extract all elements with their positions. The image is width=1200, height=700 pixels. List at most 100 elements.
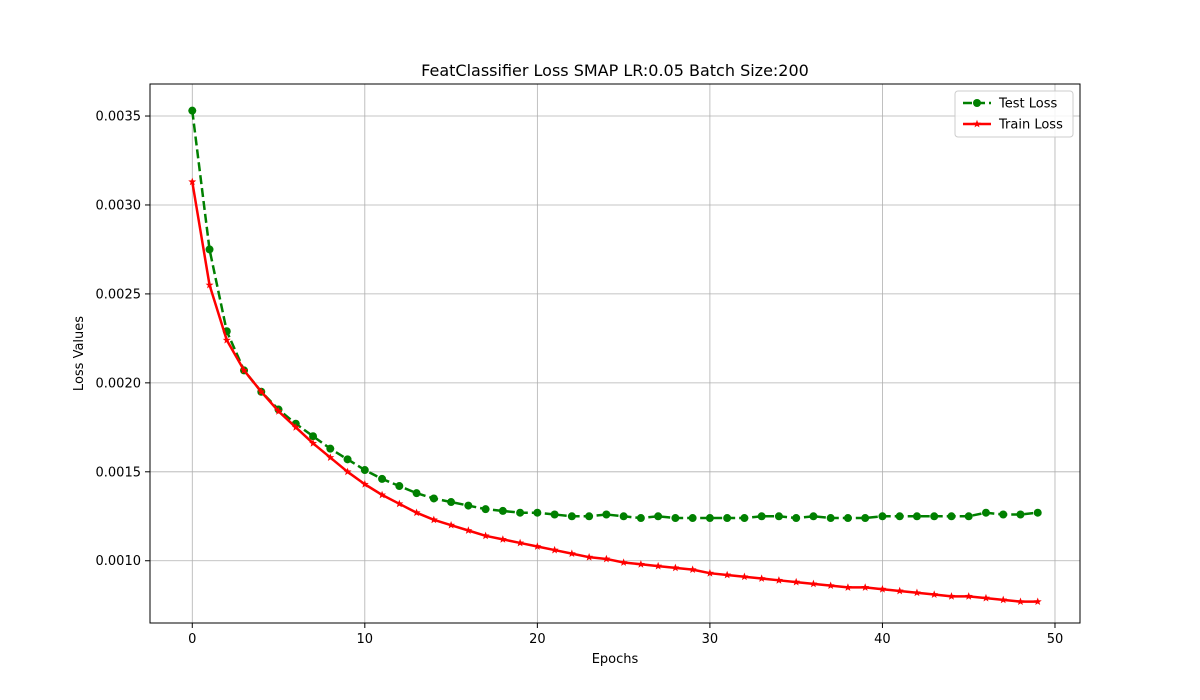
data-point-test-loss [429, 494, 438, 503]
data-point-train-loss [222, 335, 231, 344]
data-point-train-loss [550, 545, 559, 554]
data-point-train-loss [981, 593, 990, 602]
y-axis-label: Loss Values [72, 316, 87, 391]
data-point-train-loss [205, 280, 214, 289]
data-point-test-loss [516, 508, 525, 517]
y-tick-label: 0.0025 [96, 287, 142, 302]
data-point-train-loss [516, 538, 525, 547]
x-tick-label: 20 [529, 632, 546, 647]
data-point-train-loss [602, 554, 611, 563]
data-point-test-loss [550, 510, 559, 519]
data-point-train-loss [429, 515, 438, 524]
axis-ticks: 0 10 20 30 40 50 0.0010 0.0015 0.0020 0.0025 0.003… [96, 110, 1064, 647]
data-point-test-loss [757, 512, 766, 521]
data-point-train-loss [378, 490, 387, 499]
data-point-test-loss [792, 514, 801, 523]
data-point-test-loss [1033, 508, 1042, 517]
data-point-test-loss [740, 514, 749, 523]
data-point-test-loss [343, 455, 352, 464]
data-point-train-loss [447, 520, 456, 529]
data-point-test-loss [395, 482, 404, 491]
data-point-train-loss [964, 592, 973, 600]
data-point-train-loss [360, 480, 369, 488]
data-point-test-loss [809, 512, 818, 521]
data-point-train-loss [792, 577, 801, 586]
data-point-train-loss [585, 552, 594, 561]
series-layer [188, 106, 1042, 606]
data-point-train-loss [343, 467, 352, 476]
chart-title: FeatClassifier Loss SMAP LR:0.05 Batch S… [421, 61, 809, 80]
grid [150, 84, 1080, 623]
data-point-test-loss [567, 512, 576, 521]
data-point-train-loss [567, 549, 576, 558]
data-point-test-loss [602, 510, 611, 519]
data-point-train-loss [291, 423, 300, 431]
y-tick-label: 0.0010 [96, 554, 142, 569]
data-point-train-loss [309, 439, 318, 447]
data-point-test-loss [705, 514, 714, 523]
data-point-train-loss [481, 531, 490, 540]
data-point-train-loss [843, 583, 852, 591]
data-point-test-loss [895, 512, 904, 521]
data-point-test-loss [930, 512, 939, 521]
data-point-train-loss [671, 563, 680, 572]
data-point-test-loss [654, 512, 663, 521]
data-point-train-loss [636, 560, 645, 568]
data-point-test-loss [447, 498, 456, 507]
data-point-train-loss [895, 586, 904, 595]
data-point-train-loss [533, 542, 542, 550]
x-tick-label: 50 [1047, 632, 1064, 647]
data-point-test-loss [205, 245, 214, 254]
data-point-train-loss [757, 574, 766, 582]
data-point-test-loss [999, 510, 1008, 519]
data-point-test-loss [464, 501, 473, 510]
data-point-test-loss [188, 106, 197, 115]
data-point-train-loss [826, 581, 835, 590]
data-point-train-loss [274, 407, 283, 415]
x-axis-label: Epochs [592, 652, 639, 667]
x-tick-label: 0 [188, 632, 196, 647]
y-tick-label: 0.0015 [96, 465, 142, 480]
legend-label-train-loss: Train Loss [998, 118, 1063, 133]
x-tick-label: 30 [702, 632, 719, 647]
data-point-train-loss [723, 570, 732, 579]
legend: Test Loss Train Loss [954, 90, 1074, 138]
data-point-train-loss [930, 590, 939, 598]
data-point-test-loss [843, 514, 852, 523]
data-point-test-loss [636, 514, 645, 523]
data-point-train-loss [257, 387, 266, 396]
data-point-train-loss [412, 508, 421, 517]
data-point-train-loss [947, 592, 956, 600]
data-point-test-loss [912, 512, 921, 521]
data-point-train-loss [498, 535, 507, 543]
data-point-test-loss [964, 512, 973, 521]
y-tick-label: 0.0035 [96, 110, 142, 125]
data-point-test-loss [981, 508, 990, 517]
y-tick-label: 0.0030 [96, 198, 142, 213]
data-point-test-loss [723, 514, 732, 523]
data-point-train-loss [654, 561, 663, 570]
data-point-train-loss [395, 499, 404, 508]
data-point-train-loss [1016, 597, 1025, 606]
legend-marker-train-loss [973, 119, 981, 128]
x-tick-label: 40 [874, 632, 891, 647]
data-point-test-loss [619, 512, 628, 521]
legend-marker-test-loss [973, 99, 981, 107]
data-point-test-loss [688, 514, 697, 523]
data-point-train-loss [188, 177, 197, 186]
data-point-train-loss [1033, 597, 1042, 606]
data-point-test-loss [412, 489, 421, 498]
series-train-loss [188, 177, 1042, 606]
data-point-test-loss [378, 474, 387, 483]
data-point-test-loss [947, 512, 956, 521]
data-point-train-loss [619, 558, 628, 566]
data-point-test-loss [774, 512, 783, 521]
data-point-train-loss [861, 583, 870, 591]
data-point-train-loss [878, 585, 887, 593]
data-point-test-loss [326, 444, 335, 453]
data-point-test-loss [533, 508, 542, 517]
data-point-test-loss [585, 512, 594, 521]
data-point-test-loss [498, 506, 507, 515]
data-point-train-loss [774, 576, 783, 584]
